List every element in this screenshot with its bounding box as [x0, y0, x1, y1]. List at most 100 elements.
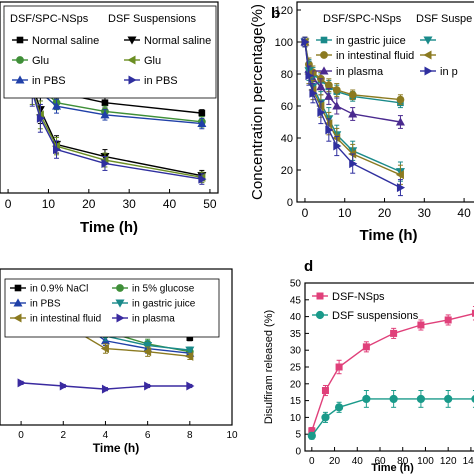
x-tick-label: 120	[440, 456, 457, 467]
legend-label: in PBS	[30, 299, 61, 310]
plot-frame	[304, 282, 474, 452]
panel-letter: d	[304, 258, 313, 275]
legend-label: in 5% glucose	[132, 284, 195, 295]
data-point	[317, 107, 326, 117]
data-point	[101, 99, 109, 107]
data-point	[348, 90, 357, 99]
data-point	[332, 101, 342, 110]
data-point	[362, 343, 370, 351]
legend-label: DSF-NSps	[332, 291, 385, 303]
data-point	[198, 174, 207, 184]
x-tick-label: 80	[397, 456, 409, 467]
y-tick-label: 0	[287, 197, 293, 209]
data-point	[143, 341, 153, 351]
legend-swatch-marker	[116, 313, 125, 323]
x-tick-label: 100	[417, 456, 434, 467]
legend-swatch-marker	[319, 66, 329, 75]
y-tick-label: 60	[281, 101, 293, 113]
data-point	[101, 384, 111, 394]
data-point	[52, 101, 62, 110]
x-tick-label: 20	[329, 456, 341, 467]
data-point	[186, 381, 195, 391]
data-point	[362, 394, 371, 404]
data-point	[333, 141, 342, 151]
data-point	[471, 309, 474, 317]
series-6	[17, 378, 195, 394]
x-tick-label: 8	[187, 430, 193, 441]
x-tick-label: 6	[145, 430, 151, 441]
legend-swatch-marker	[316, 292, 324, 300]
data-point	[185, 346, 195, 355]
legend: DSF/SPC-NSps DSF Suspensions Normal saline…	[3, 5, 217, 99]
x-tick-label: 30	[418, 206, 432, 220]
data-point	[59, 381, 68, 391]
legend-swatch-marker	[13, 313, 22, 323]
x-axis-label: Time (h)	[359, 227, 417, 244]
legend-swatch-marker	[115, 299, 125, 308]
x-tick-label: 0	[18, 430, 24, 441]
legend-swatch-marker	[127, 36, 137, 45]
data-point	[334, 403, 344, 412]
x-axis-label: Time (h)	[371, 462, 414, 474]
x-tick-label: 0	[5, 197, 12, 211]
data-point	[100, 110, 110, 119]
data-point	[349, 159, 358, 169]
data-point	[198, 109, 206, 117]
y-tick-label: 10	[290, 413, 302, 424]
legend-swatch-marker	[116, 284, 124, 292]
series-line	[311, 398, 474, 437]
legend-label: in p	[440, 66, 458, 78]
x-axis-label: Time (h)	[80, 219, 138, 236]
legend-header: DSF Suspe	[416, 13, 472, 25]
series-6	[301, 36, 406, 197]
plot-frame	[0, 268, 233, 426]
plot-frame	[296, 1, 474, 203]
data-point	[36, 113, 45, 123]
x-tick-label: 10	[42, 197, 56, 211]
data-point	[396, 95, 405, 104]
x-tick-label: 10	[338, 206, 352, 220]
data-point	[100, 344, 109, 354]
y-tick-label: 20	[281, 165, 293, 177]
legend-header: DSF Suspensions	[108, 13, 197, 25]
data-point	[332, 86, 341, 94]
data-point	[144, 381, 153, 391]
series-line	[311, 312, 474, 432]
y-tick-label: 40	[290, 312, 302, 323]
x-tick-label: 20	[82, 197, 96, 211]
data-point	[307, 431, 316, 440]
legend-header: DSF/SPC-NSps	[323, 13, 402, 25]
legend-label: Glu	[32, 55, 49, 67]
y-tick-label: 0	[295, 447, 301, 458]
data-point	[335, 363, 343, 371]
y-tick-label: 25	[290, 363, 302, 374]
legend-swatch-marker	[13, 298, 23, 307]
panel-a: 0 10 20 30 40 50 Time (h) DSF/SPC-NSps DSF Suspe…	[0, 1, 219, 236]
x-tick-label: 0	[309, 456, 315, 467]
y-axis-label: Disulfiram released (%)	[263, 310, 275, 424]
data-point	[324, 81, 333, 90]
y-tick-label: 15	[290, 396, 302, 407]
x-tick-label: 10	[226, 430, 238, 441]
y-tick-label: 120	[275, 5, 293, 17]
legend-swatch-marker	[14, 284, 22, 292]
data-point	[185, 351, 194, 361]
data-point	[416, 394, 426, 404]
data-point	[53, 145, 62, 155]
legend-label: in PBS	[32, 75, 66, 87]
x-tick-label: 4	[103, 430, 109, 441]
data-point	[444, 316, 452, 324]
legend-swatch-marker	[424, 66, 433, 76]
data-point	[395, 170, 404, 180]
data-point	[471, 395, 474, 403]
data-point	[301, 37, 310, 47]
panel-b: 0 10 20 30 40 0 20 40 60 80 100 120 Time (h) Concentr…	[249, 1, 474, 244]
y-tick-label: 50	[290, 279, 302, 290]
legend: DSF/SPC-NSps DSF Suspe in gastric juice in …	[316, 13, 472, 78]
legend-swatch-marker	[423, 50, 432, 60]
data-point	[316, 82, 326, 91]
data-point	[324, 91, 334, 100]
data-point	[321, 413, 330, 422]
legend: DSF-NSps DSF suspensions	[312, 291, 419, 322]
legend-swatch-marker	[315, 310, 325, 320]
